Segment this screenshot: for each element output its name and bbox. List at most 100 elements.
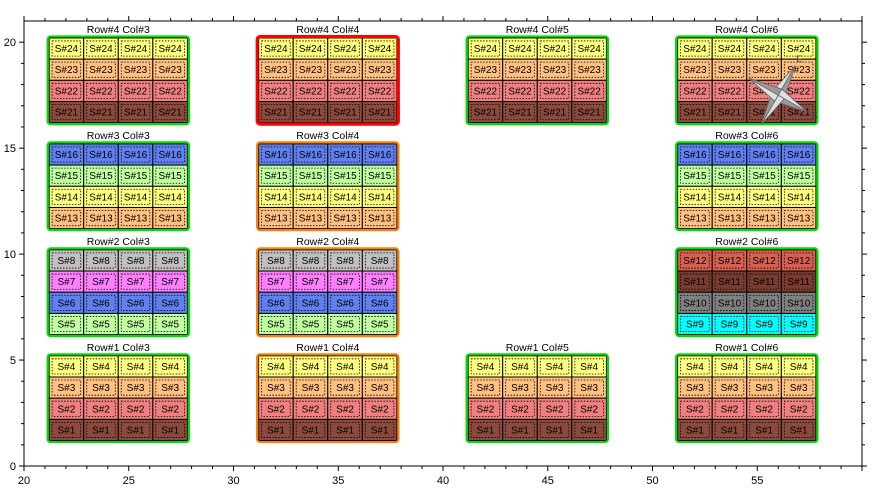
die-cell-label: S#2 <box>302 404 320 415</box>
die-cell[interactable] <box>361 206 398 230</box>
die-cell[interactable] <box>152 206 188 230</box>
die-cell[interactable] <box>571 418 607 442</box>
die-cell-label: S#22 <box>299 86 323 97</box>
die-cell-label: S#24 <box>55 44 79 55</box>
die-cell-label: S#4 <box>58 362 76 373</box>
die-cell-label: S#5 <box>267 320 285 331</box>
die-cell-label: S#3 <box>477 383 495 394</box>
die-cell-inner-outline <box>330 40 360 57</box>
die-cell-label: S#7 <box>336 277 354 288</box>
die-cell[interactable] <box>780 312 817 336</box>
die-cell-label: S#24 <box>333 44 357 55</box>
die-cell-label: S#8 <box>302 256 320 267</box>
die-cell-inner-outline <box>295 358 326 375</box>
die-cell-label: S#4 <box>546 362 564 373</box>
die-cell[interactable] <box>152 418 188 442</box>
x-tick-label: 55 <box>751 475 763 487</box>
die-cell-inner-outline <box>505 61 535 78</box>
die-cell-inner-outline <box>505 400 535 417</box>
die-cell-label: S#23 <box>543 65 567 76</box>
die-cell-label: S#3 <box>511 383 529 394</box>
die-cell-label: S#6 <box>58 298 76 309</box>
die-cell[interactable] <box>780 101 817 124</box>
die-cell-inner-outline <box>749 294 779 311</box>
die-cell[interactable] <box>780 418 817 442</box>
die-cell-label: S#24 <box>683 44 707 55</box>
die-cell[interactable] <box>571 101 607 124</box>
die-cell-label: S#1 <box>92 425 110 436</box>
die-cell-label: S#21 <box>124 108 148 119</box>
die-cell-inner-outline <box>330 167 360 184</box>
die-cell-label: S#24 <box>264 44 288 55</box>
die-cell-inner-outline <box>295 188 326 205</box>
die-cell-label: S#2 <box>755 404 773 415</box>
die-cell-label: S#14 <box>333 192 357 203</box>
die-cell-inner-outline <box>783 358 814 375</box>
die-cell-label: S#14 <box>89 192 113 203</box>
die-cell-label: S#4 <box>336 362 354 373</box>
die-cell-inner-outline <box>505 379 535 396</box>
die-cell-inner-outline <box>539 358 570 375</box>
die-cell-inner-outline <box>505 40 535 57</box>
die-cell-label: S#6 <box>92 298 110 309</box>
die-cell-label: S#7 <box>371 277 389 288</box>
die-cell-label: S#2 <box>161 404 179 415</box>
die-cell-label: S#22 <box>264 86 288 97</box>
die-cell-label: S#14 <box>55 192 79 203</box>
die-cell-label: S#15 <box>55 171 79 182</box>
die-cell-inner-outline <box>120 40 151 57</box>
die-cell-inner-outline <box>155 252 185 269</box>
die-cell-label: S#3 <box>580 383 598 394</box>
die-cell-label: S#11 <box>753 277 776 288</box>
die-cell-label: S#22 <box>89 86 113 97</box>
die-cell-label: S#13 <box>55 214 79 225</box>
die-cell-inner-outline <box>783 104 814 121</box>
die-cell[interactable] <box>152 101 188 124</box>
die-cell-inner-outline <box>364 252 395 269</box>
die-cell-inner-outline <box>714 167 745 184</box>
die-cell-label: S#22 <box>683 86 707 97</box>
die-cell-label: S#24 <box>508 44 532 55</box>
die-cell-inner-outline <box>51 358 82 375</box>
die-cell-label: S#1 <box>580 425 598 436</box>
die-cell-inner-outline <box>261 316 291 333</box>
die-cell-label: S#5 <box>336 320 354 331</box>
die-cell-label: S#8 <box>92 256 110 267</box>
die-cell-label: S#2 <box>686 404 704 415</box>
die-cell-label: S#7 <box>267 277 285 288</box>
die-cell-label: S#1 <box>371 425 389 436</box>
die-cell-inner-outline <box>295 104 326 121</box>
die-cell-label: S#23 <box>683 65 707 76</box>
compass-south-label: S <box>812 111 818 121</box>
die-cell-inner-outline <box>680 40 710 57</box>
die-cell-inner-outline <box>783 167 814 184</box>
die-cell-label: S#13 <box>124 214 148 225</box>
die-cell-label: S#21 <box>718 108 742 119</box>
die-cell-label: S#8 <box>127 256 145 267</box>
die-cell-inner-outline <box>539 421 570 438</box>
die-cell-inner-outline <box>364 316 395 333</box>
die-cell-label: S#11 <box>718 277 741 288</box>
die-cell[interactable] <box>152 312 188 336</box>
die-cell-inner-outline <box>470 104 501 121</box>
die-cell[interactable] <box>361 312 398 336</box>
die-cell-inner-outline <box>470 400 501 417</box>
die-cell-label: S#4 <box>721 362 739 373</box>
die-cell-label: S#15 <box>368 171 392 182</box>
die-cell[interactable] <box>361 418 398 442</box>
die-cell-label: S#4 <box>302 362 320 373</box>
die-cell-label: S#23 <box>787 65 811 76</box>
die-cell-inner-outline <box>539 400 570 417</box>
die-cell[interactable] <box>780 206 817 230</box>
die-cell-inner-outline <box>783 146 814 163</box>
die-cell-inner-outline <box>51 400 82 417</box>
group-frame <box>675 247 819 338</box>
die-cell-label: S#1 <box>511 425 529 436</box>
die-cell-label: S#24 <box>543 44 567 55</box>
die-cell-inner-outline <box>714 82 745 99</box>
die-cell-label: S#15 <box>752 171 776 182</box>
die-cell-label: S#8 <box>267 256 285 267</box>
die-cell-label: S#14 <box>264 192 288 203</box>
group-frame <box>46 353 191 444</box>
die-cell-inner-outline <box>680 167 710 184</box>
